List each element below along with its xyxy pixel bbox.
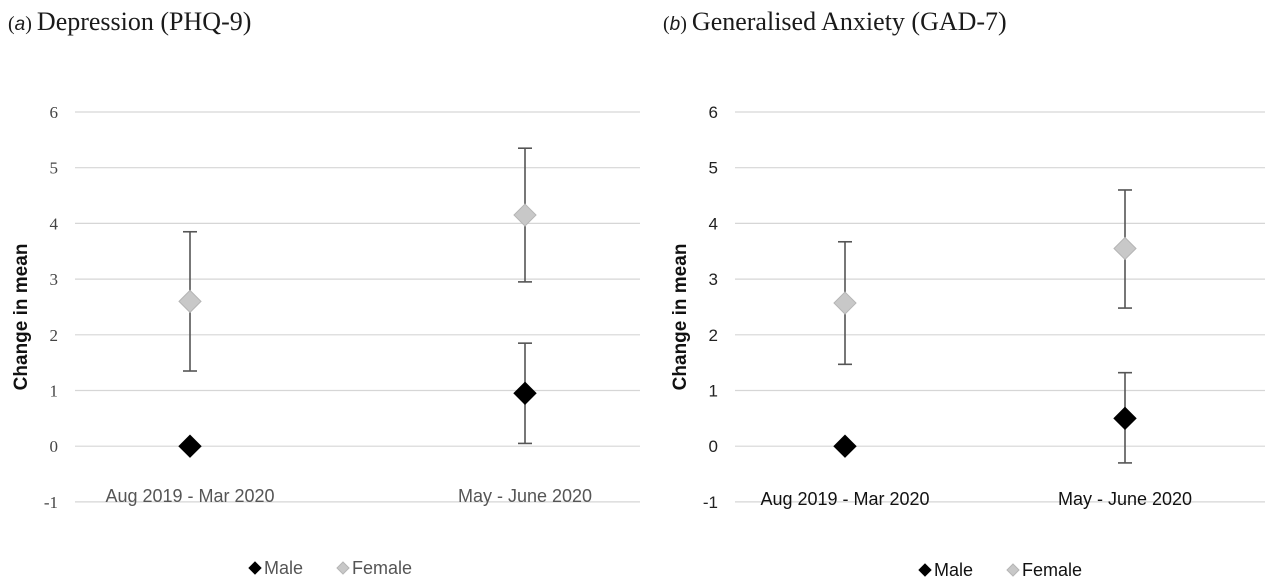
legend-marker-male xyxy=(248,561,262,575)
y-tick-label: 6 xyxy=(709,103,718,122)
y-tick-label: 2 xyxy=(50,326,59,345)
panel-title: (a) Depression (PHQ-9) xyxy=(8,7,251,36)
legend-label-male: Male xyxy=(264,558,303,578)
data-point-male xyxy=(513,381,537,405)
y-tick-label: 5 xyxy=(50,159,59,178)
y-tick-label: 1 xyxy=(709,382,718,401)
panel-tag: (a) xyxy=(8,13,37,35)
panel-tag-letter: a xyxy=(15,14,26,35)
data-point-male xyxy=(833,434,857,458)
legend-marker-male xyxy=(918,563,932,577)
y-axis-label: Change in mean xyxy=(670,244,691,391)
y-axis-label: Change in mean xyxy=(11,244,32,391)
y-tick-label: -1 xyxy=(44,493,58,512)
x-category-label: May - June 2020 xyxy=(1058,489,1192,509)
legend-marker-female xyxy=(336,561,350,575)
panel-title-text: Generalised Anxiety (GAD-7) xyxy=(692,7,1007,36)
y-tick-label: 5 xyxy=(709,159,718,178)
y-tick-label: 4 xyxy=(50,214,59,233)
x-category-label: Aug 2019 - Mar 2020 xyxy=(760,489,929,509)
data-point-female xyxy=(833,291,857,315)
y-tick-label: 1 xyxy=(50,382,59,401)
x-category-label: Aug 2019 - Mar 2020 xyxy=(105,486,274,506)
data-point-female xyxy=(513,203,537,227)
y-tick-label: 0 xyxy=(50,437,59,456)
panel-tag-letter: b xyxy=(670,14,681,35)
y-tick-label: 6 xyxy=(50,103,59,122)
y-tick-label: 2 xyxy=(709,326,718,345)
y-tick-label: 3 xyxy=(50,270,59,289)
legend-label-female: Female xyxy=(352,558,412,578)
x-category-label: May - June 2020 xyxy=(458,486,592,506)
y-tick-label: -1 xyxy=(703,493,718,512)
y-tick-label: 0 xyxy=(709,437,718,456)
chart-panel-b: (b) Generalised Anxiety (GAD-7) 6 5 4 3 2 1 0 -1… xyxy=(663,7,1265,580)
legend-label-male: Male xyxy=(934,560,973,580)
data-point-female xyxy=(1113,236,1137,261)
panel-tag: (b) xyxy=(663,13,692,35)
chart-panel-a: (a) Depression (PHQ-9) 6 5 4 3 2 1 0 -1 Change in… xyxy=(8,7,640,578)
legend-marker-female xyxy=(1006,563,1020,577)
panel-title-text: Depression (PHQ-9) xyxy=(37,7,251,36)
data-point-female xyxy=(178,289,202,314)
legend-label-female: Female xyxy=(1022,560,1082,580)
data-point-male xyxy=(178,434,202,458)
data-point-male xyxy=(1113,406,1137,431)
y-tick-label: 3 xyxy=(709,270,718,289)
panel-title: (b) Generalised Anxiety (GAD-7) xyxy=(663,7,1007,36)
y-tick-label: 4 xyxy=(709,214,718,233)
